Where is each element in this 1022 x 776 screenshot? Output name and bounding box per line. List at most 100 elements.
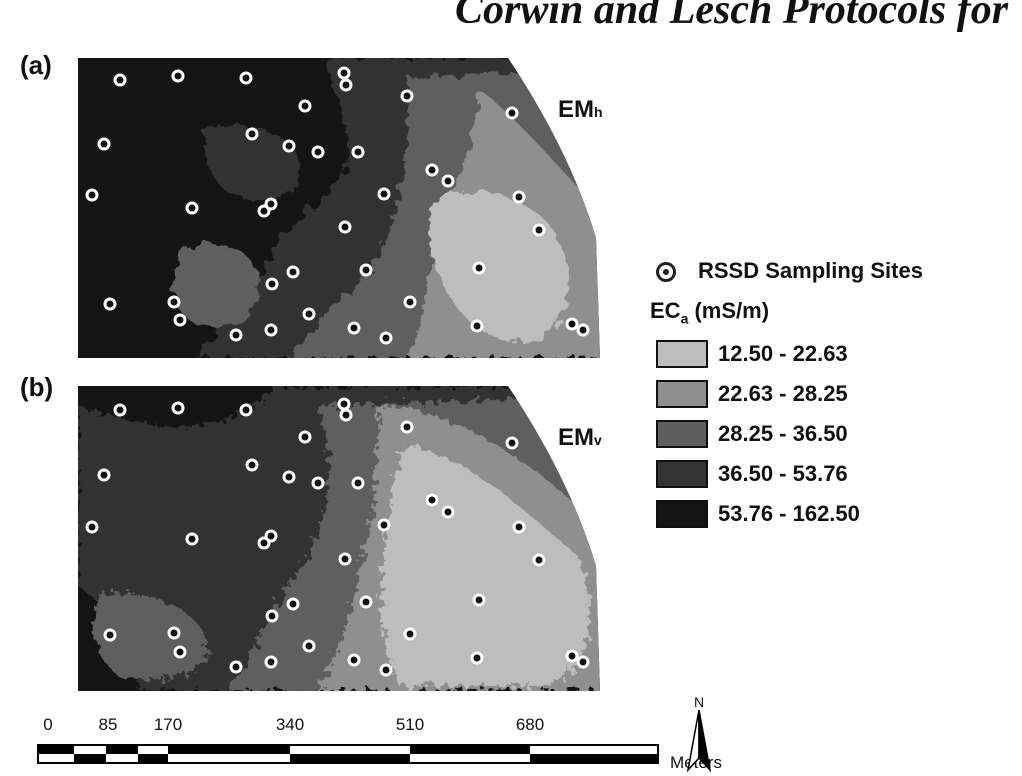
sampling-site-marker xyxy=(576,323,590,337)
sampling-site-marker xyxy=(282,139,296,153)
sampling-site-marker xyxy=(298,430,312,444)
sampling-site-marker xyxy=(173,313,187,327)
sampling-site-marker xyxy=(347,653,361,667)
sampling-site-marker xyxy=(311,145,325,159)
sampling-site-marker xyxy=(264,655,278,669)
sampling-site-marker xyxy=(351,476,365,490)
page-header-title: Corwin and Lesch Protocols for xyxy=(455,0,1009,33)
sampling-site-marker xyxy=(337,397,351,411)
scale-tick-label: 170 xyxy=(153,715,183,734)
legend-class-4: 36.50 - 53.76 xyxy=(656,460,848,488)
legend-class-label: 36.50 - 53.76 xyxy=(718,461,848,486)
sampling-site-marker xyxy=(302,307,316,321)
sampling-site-marker xyxy=(339,408,353,422)
sampling-site-marker xyxy=(351,145,365,159)
sampling-site-marker xyxy=(565,317,579,331)
legend-swatch xyxy=(656,460,708,488)
map-b-sites xyxy=(85,397,590,677)
sampling-site-marker xyxy=(302,639,316,653)
sampling-site-marker xyxy=(425,163,439,177)
legend-unit-label: ECa (mS/m) xyxy=(650,298,770,327)
sampling-site-marker xyxy=(113,403,127,417)
sampling-site-marker xyxy=(379,663,393,677)
sampling-site-marker xyxy=(532,223,546,237)
sampling-site-marker xyxy=(512,520,526,534)
map-a-zone-dark-patch xyxy=(202,125,300,202)
sampling-site-marker xyxy=(245,458,259,472)
legend-sites-entry: RSSD Sampling Sites xyxy=(652,258,923,284)
sampling-site-marker xyxy=(264,529,278,543)
legend-class-label: 12.50 - 22.63 xyxy=(718,341,848,366)
sampling-site-marker xyxy=(400,420,414,434)
scale-tick-label: 680 xyxy=(515,715,545,734)
sampling-site-marker xyxy=(239,403,253,417)
map-a-title: EMh xyxy=(558,96,603,123)
sampling-site-marker xyxy=(472,261,486,275)
sampling-site-marker xyxy=(339,78,353,92)
sampling-site-marker xyxy=(359,595,373,609)
sampling-site-marker xyxy=(298,99,312,113)
north-label: N xyxy=(694,694,705,710)
map-a-svg xyxy=(78,58,600,358)
legend-class-5: 53.76 - 162.50 xyxy=(656,500,860,528)
sampling-site-marker xyxy=(470,651,484,665)
sampling-site-marker xyxy=(565,649,579,663)
sampling-site-marker xyxy=(337,66,351,80)
sampling-site-marker xyxy=(265,609,279,623)
panel-b-label: (b) xyxy=(20,372,54,402)
sampling-site-marker xyxy=(97,468,111,482)
legend-class-label: 22.63 - 28.25 xyxy=(718,381,848,406)
legend-swatch xyxy=(656,420,708,448)
legend-swatch xyxy=(656,380,708,408)
map-b-svg xyxy=(78,386,600,691)
sampling-site-marker xyxy=(185,532,199,546)
sampling-site-marker xyxy=(338,552,352,566)
north-arrow-icon xyxy=(686,709,712,772)
sampling-site-marker xyxy=(532,553,546,567)
map-a-zone-mid-patch xyxy=(172,243,260,328)
map-panel-a xyxy=(78,58,608,363)
sampling-site-marker xyxy=(505,106,519,120)
sampling-site-marker xyxy=(403,295,417,309)
sampling-site-marker xyxy=(85,520,99,534)
sampling-site-marker xyxy=(470,319,484,333)
legend-class-3: 28.25 - 36.50 xyxy=(656,420,848,448)
sampling-site-marker xyxy=(400,89,414,103)
sampling-site-marker xyxy=(505,436,519,450)
sampling-site-marker xyxy=(377,518,391,532)
scale-tick-label: 85 xyxy=(98,715,118,734)
sampling-site-marker xyxy=(472,593,486,607)
sampling-site-marker xyxy=(441,505,455,519)
sampling-site-marker xyxy=(441,174,455,188)
sampling-site-marker xyxy=(286,597,300,611)
sampling-site-marker xyxy=(425,493,439,507)
sampling-site-marker xyxy=(185,201,199,215)
sampling-site-marker xyxy=(379,331,393,345)
sampling-site-marker xyxy=(347,321,361,335)
sampling-site-marker xyxy=(229,328,243,342)
sampling-site-marker xyxy=(171,401,185,415)
scale-tick-label: 0 xyxy=(43,715,53,734)
sampling-site-marker xyxy=(338,220,352,234)
scale-tick-label: 510 xyxy=(395,715,425,734)
sampling-site-marker xyxy=(113,73,127,87)
legend-swatch xyxy=(656,340,708,368)
legend-class-label: 53.76 - 162.50 xyxy=(718,501,860,526)
sampling-site-marker xyxy=(265,277,279,291)
sampling-site-marker xyxy=(171,69,185,83)
sampling-site-marker xyxy=(512,190,526,204)
sampling-site-icon xyxy=(656,262,676,283)
legend-swatch xyxy=(656,500,708,528)
sampling-site-marker xyxy=(229,660,243,674)
sampling-site-marker xyxy=(264,323,278,337)
sampling-site-marker xyxy=(97,137,111,151)
sampling-site-marker xyxy=(103,297,117,311)
sampling-site-marker xyxy=(282,470,296,484)
sampling-site-marker xyxy=(311,476,325,490)
map-b-title: EMv xyxy=(558,424,602,451)
scale-bar-graphic xyxy=(37,744,659,764)
sampling-site-marker xyxy=(85,188,99,202)
sampling-site-marker xyxy=(239,71,253,85)
map-panel-b xyxy=(78,386,608,696)
sampling-site-marker xyxy=(103,628,117,642)
